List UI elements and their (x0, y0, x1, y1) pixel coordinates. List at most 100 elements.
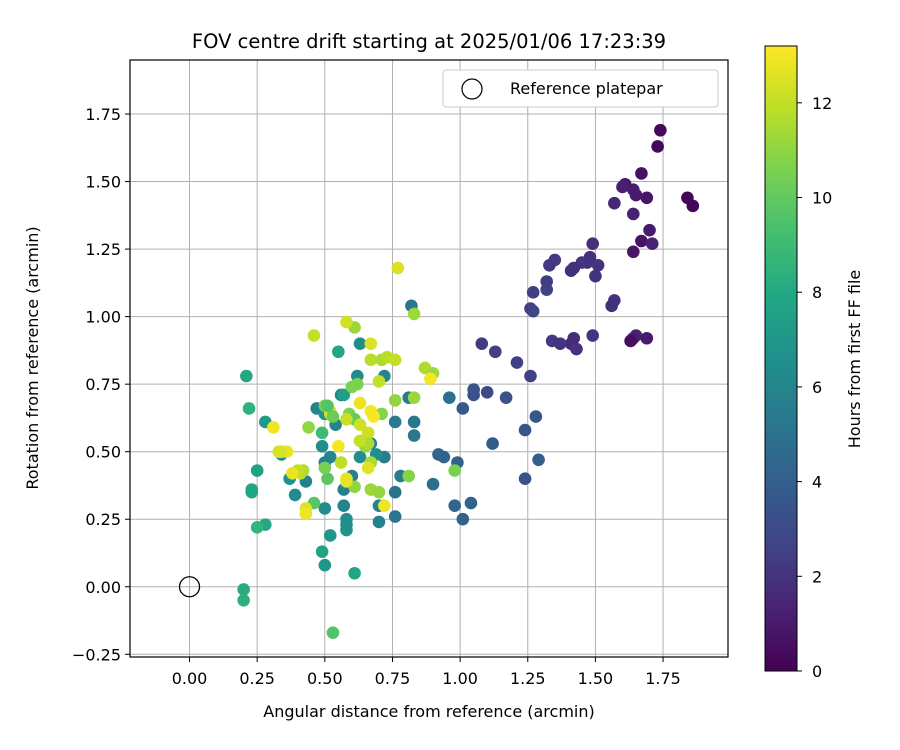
data-point (318, 558, 332, 572)
x-tick-label: 0.75 (375, 669, 411, 688)
grid-lines (130, 60, 728, 657)
data-point (448, 464, 462, 477)
data-point (591, 259, 605, 272)
x-tick-label: 0.50 (307, 669, 343, 688)
data-point (391, 261, 405, 275)
data-point (510, 356, 524, 369)
data-point (315, 439, 329, 453)
data-point (321, 472, 334, 486)
data-point (407, 429, 421, 442)
data-point (442, 391, 456, 404)
data-point (529, 410, 543, 423)
y-tick-label: 1.00 (85, 308, 121, 327)
data-point (526, 304, 540, 318)
data-point (464, 496, 478, 510)
x-tick-label: 1.00 (442, 669, 478, 688)
y-tick-label: 0.25 (85, 510, 121, 529)
colorbar-tick-label: 0 (812, 662, 822, 681)
colorbar-tick-label: 12 (812, 94, 832, 113)
data-point (426, 477, 440, 491)
colorbar-gradient (764, 45, 798, 672)
data-point (524, 369, 537, 383)
data-point (640, 191, 654, 205)
data-point (388, 394, 402, 407)
data-point (250, 464, 264, 477)
data-point (332, 345, 345, 359)
x-axis-title: Angular distance from reference (arcmin) (263, 702, 594, 721)
data-point (586, 329, 600, 342)
data-point (315, 426, 329, 440)
data-point (640, 331, 654, 345)
data-point (651, 140, 664, 153)
data-point (367, 410, 380, 423)
data-point (402, 469, 416, 483)
data-point (586, 237, 600, 250)
data-point (332, 439, 345, 453)
data-point (645, 237, 659, 250)
data-point (361, 426, 375, 440)
data-point (475, 337, 489, 350)
data-point (361, 461, 375, 475)
data-point (635, 234, 648, 248)
data-point (326, 410, 340, 423)
plot-frame (129, 59, 729, 658)
data-point (372, 515, 386, 529)
data-point (589, 269, 602, 283)
data-point (448, 499, 462, 513)
data-point (323, 529, 337, 542)
y-tick-label: 1.75 (85, 105, 121, 124)
data-point (654, 123, 667, 137)
data-point (608, 196, 621, 210)
legend-label: Reference platepar (510, 79, 663, 98)
y-tick-label: −0.25 (72, 645, 121, 664)
y-axis-title: Rotation from reference (arcmin) (23, 226, 42, 489)
x-tick-label: 1.50 (578, 669, 614, 688)
data-point (353, 396, 367, 410)
data-point (499, 391, 513, 404)
data-point (486, 437, 499, 450)
data-point (302, 421, 315, 434)
y-tick-label: 0.50 (85, 443, 121, 462)
data-point (364, 353, 378, 367)
data-point (543, 259, 556, 272)
legend-box (442, 69, 719, 108)
colorbar-tick-label: 8 (812, 283, 822, 302)
data-point (372, 485, 386, 499)
x-tick-label: 1.25 (510, 669, 546, 688)
y-tick-label: 1.25 (85, 240, 121, 259)
data-point (467, 388, 480, 402)
data-point (272, 445, 286, 458)
data-point (267, 421, 280, 434)
data-point (388, 415, 402, 429)
data-point (553, 337, 567, 350)
colorbar-tick-label: 10 (812, 189, 832, 208)
data-point (540, 283, 554, 296)
data-point (353, 434, 367, 448)
data-point (242, 402, 256, 415)
data-point (372, 375, 386, 388)
data-point (318, 502, 332, 515)
data-point (245, 485, 259, 499)
data-point (326, 626, 340, 639)
data-point (488, 345, 502, 359)
colorbar-ticks: 0 2 4 6 8 10 12 (797, 94, 832, 681)
data-point (518, 423, 532, 437)
data-point (340, 412, 353, 426)
y-tick-label: 1.50 (85, 173, 121, 192)
chart-title: FOV centre drift starting at 2025/01/06 … (192, 30, 666, 53)
data-point (626, 245, 640, 259)
data-point (307, 329, 321, 342)
data-point (345, 380, 359, 394)
data-point (407, 415, 421, 429)
x-axis-ticks: 0.00 0.25 0.50 0.75 1.00 1.25 1.50 1.75 (172, 657, 681, 688)
data-point (456, 402, 470, 415)
legend: Reference platepar (442, 69, 719, 108)
data-point (315, 545, 329, 558)
data-point (250, 521, 264, 534)
data-point (378, 499, 391, 513)
data-point (240, 369, 253, 383)
data-point (353, 418, 367, 431)
colorbar: 0 2 4 6 8 10 12 Hours from first FF file (764, 45, 864, 681)
colorbar-title: Hours from first FF file (845, 270, 864, 449)
